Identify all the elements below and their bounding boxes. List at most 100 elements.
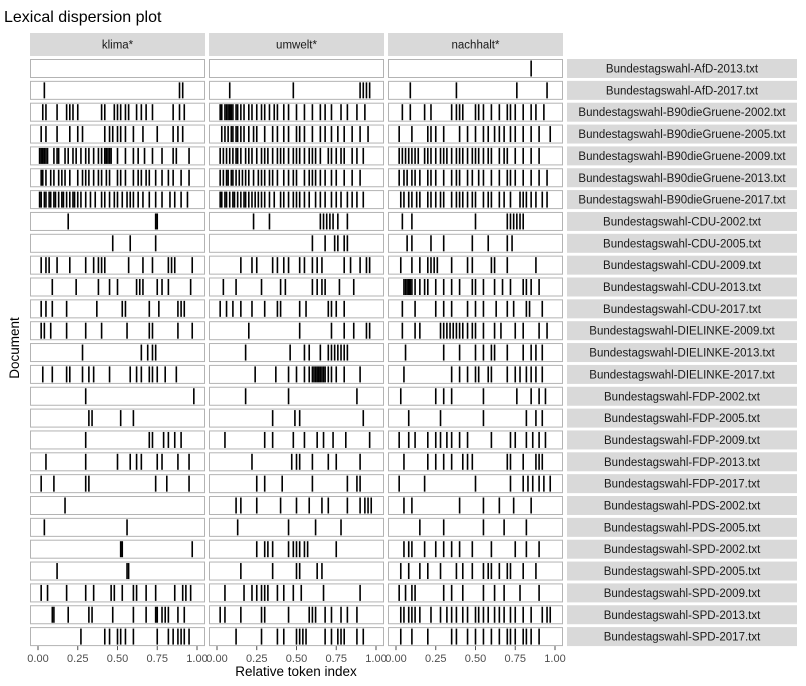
panel-cell	[209, 299, 384, 319]
document-strip	[567, 255, 797, 275]
panel-cell	[388, 452, 563, 472]
document-strip	[567, 211, 797, 231]
x-tick-label: 0.00	[385, 653, 406, 665]
panel-cell	[388, 561, 563, 581]
x-tick-label: 0.25	[425, 653, 446, 665]
document-strip	[567, 539, 797, 559]
document-strip	[567, 474, 797, 494]
panel-cell	[388, 539, 563, 559]
facet-strip	[388, 33, 563, 56]
x-tick-label: 0.00	[206, 653, 227, 665]
facet-label: nachhalt*	[452, 40, 500, 52]
panel-cell	[30, 364, 205, 384]
panel-cell	[30, 605, 205, 625]
document-label: Bundestagswahl-PDS-2005.txt	[604, 522, 761, 534]
document-label: Bundestagswahl-FDP-2005.txt	[604, 413, 761, 425]
panel-cell	[388, 496, 563, 515]
document-label: Bundestagswahl-AfD-2017.txt	[606, 85, 759, 97]
panel-cell	[30, 474, 205, 494]
document-strip	[567, 343, 797, 363]
panel-cell	[209, 386, 384, 406]
panel-cell	[30, 386, 205, 406]
panel-cell	[30, 59, 205, 78]
panel-cell	[30, 80, 205, 100]
panel-cell	[209, 255, 384, 275]
panel-cell	[388, 408, 563, 428]
panel-cell	[388, 168, 563, 188]
panel-cell	[30, 430, 205, 450]
panel-cell	[30, 539, 205, 559]
document-strip	[567, 496, 797, 515]
document-strip	[567, 364, 797, 384]
document-label: Bundestagswahl-FDP-2017.txt	[604, 479, 761, 491]
document-label: Bundestagswahl-FDP-2002.txt	[604, 391, 761, 403]
document-strip	[567, 517, 797, 537]
document-label: Bundestagswahl-DIELINKE-2013.txt	[589, 348, 775, 360]
panel-cell	[30, 517, 205, 537]
x-tick-label: 0.25	[67, 653, 88, 665]
document-strip	[567, 583, 797, 603]
document-label: Bundestagswahl-B90dieGruene-2009.txt	[578, 151, 786, 163]
document-label: Bundestagswahl-DIELINKE-2009.txt	[589, 326, 775, 338]
document-label: Bundestagswahl-FDP-2009.txt	[604, 435, 761, 447]
chart-title: Lexical dispersion plot	[4, 9, 162, 26]
panel-cell	[30, 343, 205, 363]
document-strip	[567, 277, 797, 297]
document-strip	[567, 190, 797, 210]
panel-cell	[388, 386, 563, 406]
document-label: Bundestagswahl-PDS-2002.txt	[604, 501, 761, 513]
panel-cell	[209, 80, 384, 100]
panel-cell	[388, 59, 563, 78]
x-axis-title: Relative token index	[235, 664, 357, 679]
panel-cell	[209, 517, 384, 537]
x-tick-label: 0.00	[27, 653, 48, 665]
document-label: Bundestagswahl-B90dieGruene-2002.txt	[578, 107, 786, 119]
panel-cell	[209, 605, 384, 625]
document-strip	[567, 146, 797, 166]
x-tick-label: 0.75	[505, 653, 526, 665]
x-tick-label: 0.75	[326, 653, 347, 665]
panel-cell	[30, 299, 205, 319]
panel-cell	[30, 583, 205, 603]
document-strip	[567, 168, 797, 188]
document-label: Bundestagswahl-CDU-2005.txt	[603, 238, 762, 250]
document-label: Bundestagswahl-SPD-2005.txt	[604, 566, 761, 578]
panel-cell	[388, 583, 563, 603]
panel-cell	[30, 408, 205, 428]
panel-cell	[209, 59, 384, 78]
panel-cell	[209, 343, 384, 363]
x-tick-label: 0.25	[246, 653, 267, 665]
panel-cell	[388, 517, 563, 537]
document-label: Bundestagswahl-B90dieGruene-2005.txt	[578, 129, 786, 141]
panel-cell	[30, 321, 205, 341]
x-tick-label: 1.00	[365, 653, 386, 665]
document-strip	[567, 386, 797, 406]
panel-cell	[209, 408, 384, 428]
x-tick-label: 0.50	[107, 653, 128, 665]
document-label: Bundestagswahl-SPD-2002.txt	[604, 544, 761, 556]
document-strip	[567, 233, 797, 253]
x-tick-label: 0.50	[465, 653, 486, 665]
panel-cell	[30, 255, 205, 275]
panel-cell	[30, 496, 205, 515]
document-label: Bundestagswahl-B90dieGruene-2017.txt	[578, 195, 786, 207]
panel-cell	[209, 233, 384, 253]
document-label: Bundestagswahl-CDU-2002.txt	[603, 216, 762, 228]
y-axis-title: Document	[7, 317, 22, 379]
document-strip	[567, 430, 797, 450]
facet-label: umwelt*	[276, 40, 317, 52]
chart-body: klima* umwelt* nachhalt* Bundestagswahl-AfD…	[27, 33, 797, 665]
document-label: Bundestagswahl-SPD-2013.txt	[604, 610, 761, 622]
panel-cell	[388, 80, 563, 100]
panel-cell	[388, 233, 563, 253]
x-tick-label: 0.75	[147, 653, 168, 665]
x-tick-label: 1.00	[186, 653, 207, 665]
panel-cell	[388, 430, 563, 450]
x-tick-label: 1.00	[544, 653, 565, 665]
document-strip	[567, 124, 797, 144]
document-label: Bundestagswahl-CDU-2013.txt	[603, 282, 762, 294]
document-label: Bundestagswahl-B90dieGruene-2013.txt	[578, 173, 786, 185]
document-strip	[567, 627, 797, 647]
